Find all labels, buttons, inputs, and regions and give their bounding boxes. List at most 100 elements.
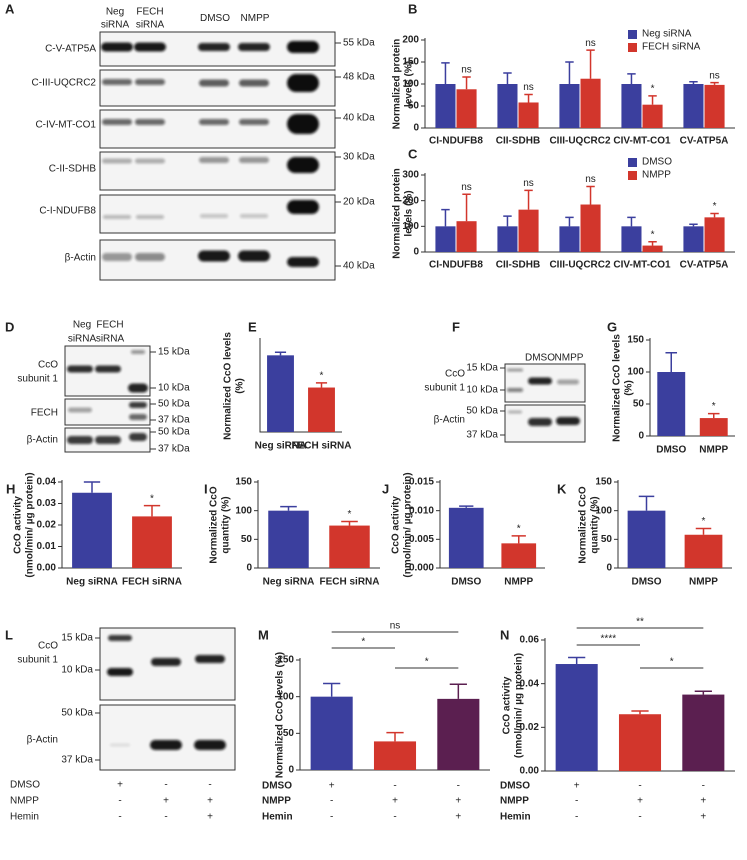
treatment-name: DMSO [262,781,292,792]
lane-label: siRNA [136,20,165,31]
band [67,436,93,444]
band [199,79,229,87]
lane-label: siRNA [101,20,130,31]
band [198,250,230,262]
y-tick-label: 200 [402,195,419,206]
error-bar [627,73,636,84]
bar [580,78,601,128]
bar [627,510,666,568]
band [239,157,269,163]
band [198,43,230,51]
y-tick-label: 150 [595,477,612,488]
bar [435,84,456,128]
y-tick-label: 150 [627,335,644,346]
error-bar [568,656,586,665]
row-label: C-II-SDHB [49,164,97,175]
bar [555,664,598,771]
treatment-mark: - [208,780,211,791]
treatment-mark: - [393,812,396,823]
y-tick-label: 50 [601,534,613,545]
error-bar [503,72,512,84]
bracket-label: * [361,637,365,648]
panel-label: A [5,1,15,16]
band [110,743,130,747]
blot-panel [99,704,236,771]
band [95,436,121,444]
band [238,43,270,51]
y-axis-label: Normalized CcO levels [612,334,623,442]
treatment-mark: + [455,796,461,807]
y-axis-label: Normalized CcO [209,486,220,563]
treatment-mark: + [329,781,335,792]
bracket-label: * [670,657,674,668]
error-bar [524,93,533,103]
x-tick-label: CIV-MT-CO1 [613,260,671,271]
row-label: CcO [445,369,465,380]
y-tick-label: 0.06 [520,635,540,646]
error-bar [689,81,698,84]
x-tick-label: CIII-UQCRC2 [549,260,611,271]
band [102,158,132,164]
treatment-mark: + [207,812,213,823]
y-tick-label: 50 [633,399,645,410]
band [108,635,132,641]
bar [618,714,662,771]
band [507,368,523,372]
lane-label: DMSO [525,353,555,364]
band [239,119,269,125]
band [287,41,319,53]
legend-label: DMSO [642,157,672,168]
y-tick-label: 0.03 [37,498,57,509]
band [199,119,229,125]
bar [448,507,484,568]
panel-label: C [408,146,418,161]
bar [435,226,456,252]
row-label: CcO [38,641,58,652]
x-tick-label: NMPP [699,445,728,456]
significance: * [348,509,352,520]
error-bar [280,505,297,511]
error-bar [441,62,450,84]
error-bar [695,527,712,535]
error-bar [565,61,574,84]
y-tick-label: 0.00 [37,563,57,574]
band [199,157,229,163]
x-tick-label: Neg siRNA [255,441,307,452]
significance: * [517,524,521,535]
significance: ns [585,174,596,185]
treatment-mark: + [117,780,123,791]
treatment-mark: - [164,780,167,791]
legend-swatch [628,43,637,52]
treatment-mark: - [457,781,460,792]
panel-label: D [5,319,14,334]
y-axis-label: CcO activity [13,496,24,554]
row-label: subunit 1 [424,383,465,394]
marker-label: 10 kDa [158,383,190,394]
bar [268,510,309,568]
band [507,388,523,392]
y-tick-label: 0.00 [520,766,540,777]
panel-label: H [6,481,15,496]
treatment-mark: + [207,796,213,807]
y-axis-label: Normalized CcO levels [223,332,234,440]
y-axis-label: (nmol/min/ µg protein) [514,653,525,758]
bar [559,226,580,252]
band [107,668,133,676]
y-tick-label: 0.04 [520,678,540,689]
treatment-mark: + [700,796,706,807]
treatment-mark: - [118,812,121,823]
bar [497,226,518,252]
treatment-name: NMPP [10,796,39,807]
significance: ns [709,70,720,81]
treatment-mark: - [638,781,641,792]
band [238,250,270,262]
x-tick-label: CIII-UQCRC2 [549,136,611,147]
y-tick-label: 0.04 [37,477,57,488]
lane-label: FECH [136,7,163,18]
treatment-mark: + [637,796,643,807]
marker-label: 37 kDa [466,430,498,441]
x-tick-label: Neg siRNA [263,577,315,588]
error-bar [689,223,698,227]
marker-label: 30 kDa [343,152,375,163]
lane-label: FECH [96,320,123,331]
